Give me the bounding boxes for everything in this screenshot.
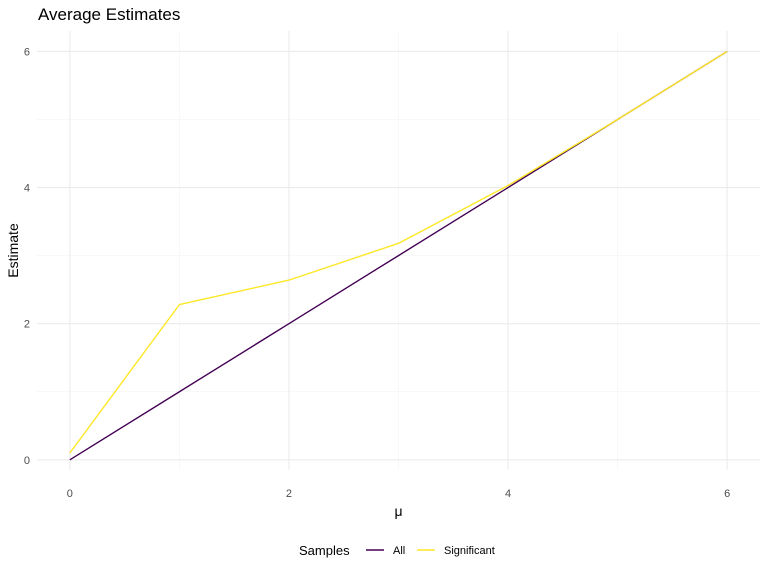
x-tick-label-0: 0 [67, 488, 73, 500]
legend-items: All Significant [366, 545, 495, 557]
x-tick-label-1: 2 [286, 488, 292, 500]
legend: Samples All Significant [299, 543, 495, 558]
series-layer [69, 50, 728, 461]
y-tick-label-1: 2 [24, 319, 30, 331]
legend-title: Samples [299, 543, 350, 558]
grid-layer [37, 31, 760, 470]
y-tick-label-2: 4 [24, 183, 30, 195]
x-tick-label-3: 6 [724, 488, 730, 500]
chart-title: Average Estimates [38, 5, 180, 24]
y-tick-label-3: 6 [24, 46, 30, 58]
legend-item-significant: Significant [417, 545, 495, 557]
legend-label-all: All [393, 545, 405, 557]
y-axis-title: Estimate [5, 223, 21, 278]
x-axis-title: μ [394, 503, 402, 519]
tick-layer: 0 2 4 6 0 2 4 6 [24, 46, 730, 500]
y-tick-label-0: 0 [24, 455, 30, 467]
x-tick-label-2: 4 [505, 488, 511, 500]
legend-item-all: All [366, 545, 405, 557]
series-line-significant [69, 50, 728, 454]
legend-label-significant: Significant [444, 545, 495, 557]
